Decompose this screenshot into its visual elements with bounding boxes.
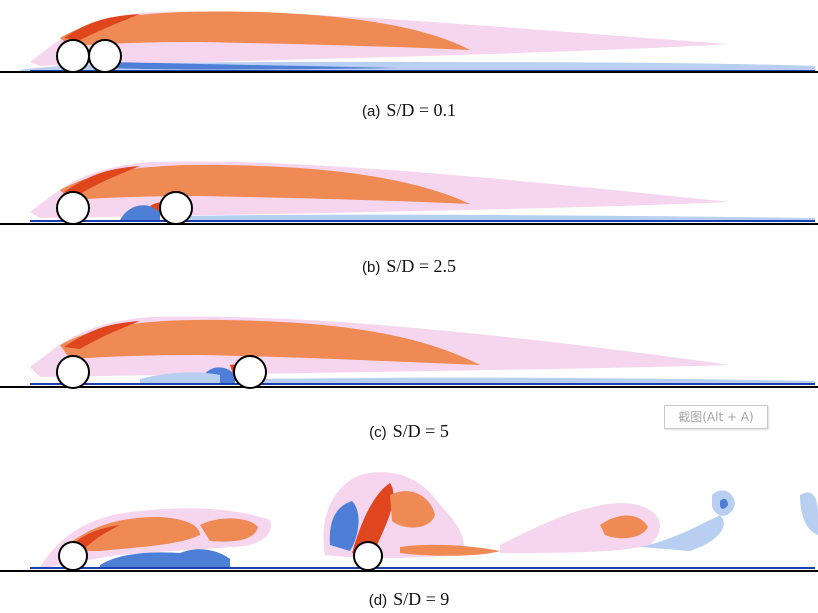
caption-tag: (c)	[369, 424, 387, 441]
caption-equation: S/D = 0.1	[386, 100, 456, 120]
caption-c: (c) S/D = 5	[0, 421, 818, 442]
caption-tag: (b)	[361, 259, 381, 276]
caption-d: (d) S/D = 9	[0, 589, 818, 610]
vorticity-field-c	[0, 316, 818, 389]
caption-b: (b) S/D = 2.5	[0, 256, 818, 277]
screenshot-watermark: 截图(Alt + A)	[664, 405, 768, 429]
cylinder-upstream-a	[56, 39, 90, 73]
cylinder-upstream-c	[56, 355, 90, 389]
panel-a: (a) S/D = 0.1	[0, 0, 818, 130]
cylinder-downstream-c	[233, 355, 267, 389]
cylinder-downstream-b	[159, 191, 193, 225]
cylinder-upstream-d	[58, 541, 88, 571]
panel-d: (d) S/D = 9	[0, 455, 818, 613]
panel-c: (c) S/D = 5	[0, 305, 818, 445]
cylinder-downstream-a	[88, 39, 122, 73]
caption-a: (a) S/D = 0.1	[0, 100, 818, 121]
cylinder-downstream-d	[353, 541, 383, 571]
caption-equation: S/D = 5	[392, 421, 449, 441]
caption-equation: S/D = 2.5	[386, 256, 456, 276]
cylinder-upstream-b	[56, 191, 90, 225]
caption-tag: (d)	[368, 592, 388, 609]
vorticity-field-b	[0, 161, 818, 225]
caption-tag: (a)	[361, 103, 381, 120]
panel-b: (b) S/D = 2.5	[0, 150, 818, 280]
vorticity-field-d	[0, 472, 818, 572]
vorticity-field-a	[0, 11, 818, 73]
caption-equation: S/D = 9	[393, 589, 450, 609]
